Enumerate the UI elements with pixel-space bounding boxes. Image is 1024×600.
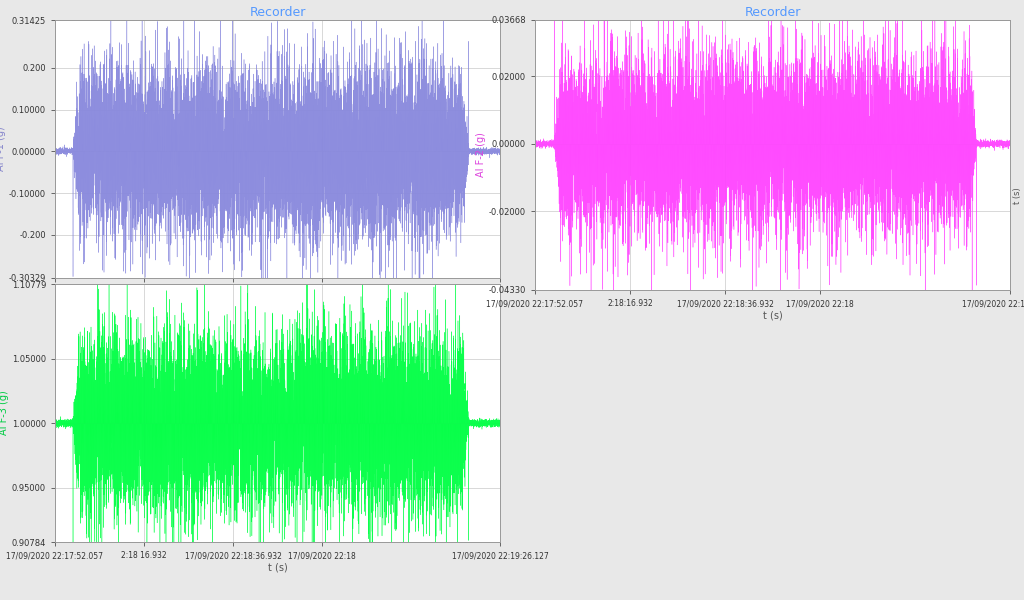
- Title: Recorder: Recorder: [249, 6, 306, 19]
- Y-axis label: AI F-1 (g): AI F-1 (g): [0, 127, 6, 172]
- Y-axis label: AI F-2 (g): AI F-2 (g): [476, 133, 485, 178]
- Title: Recorder: Recorder: [744, 6, 801, 19]
- Text: t (s): t (s): [1013, 187, 1022, 204]
- Y-axis label: AI F-3 (g): AI F-3 (g): [0, 391, 9, 436]
- X-axis label: t (s): t (s): [763, 311, 782, 321]
- X-axis label: t (s): t (s): [267, 563, 288, 573]
